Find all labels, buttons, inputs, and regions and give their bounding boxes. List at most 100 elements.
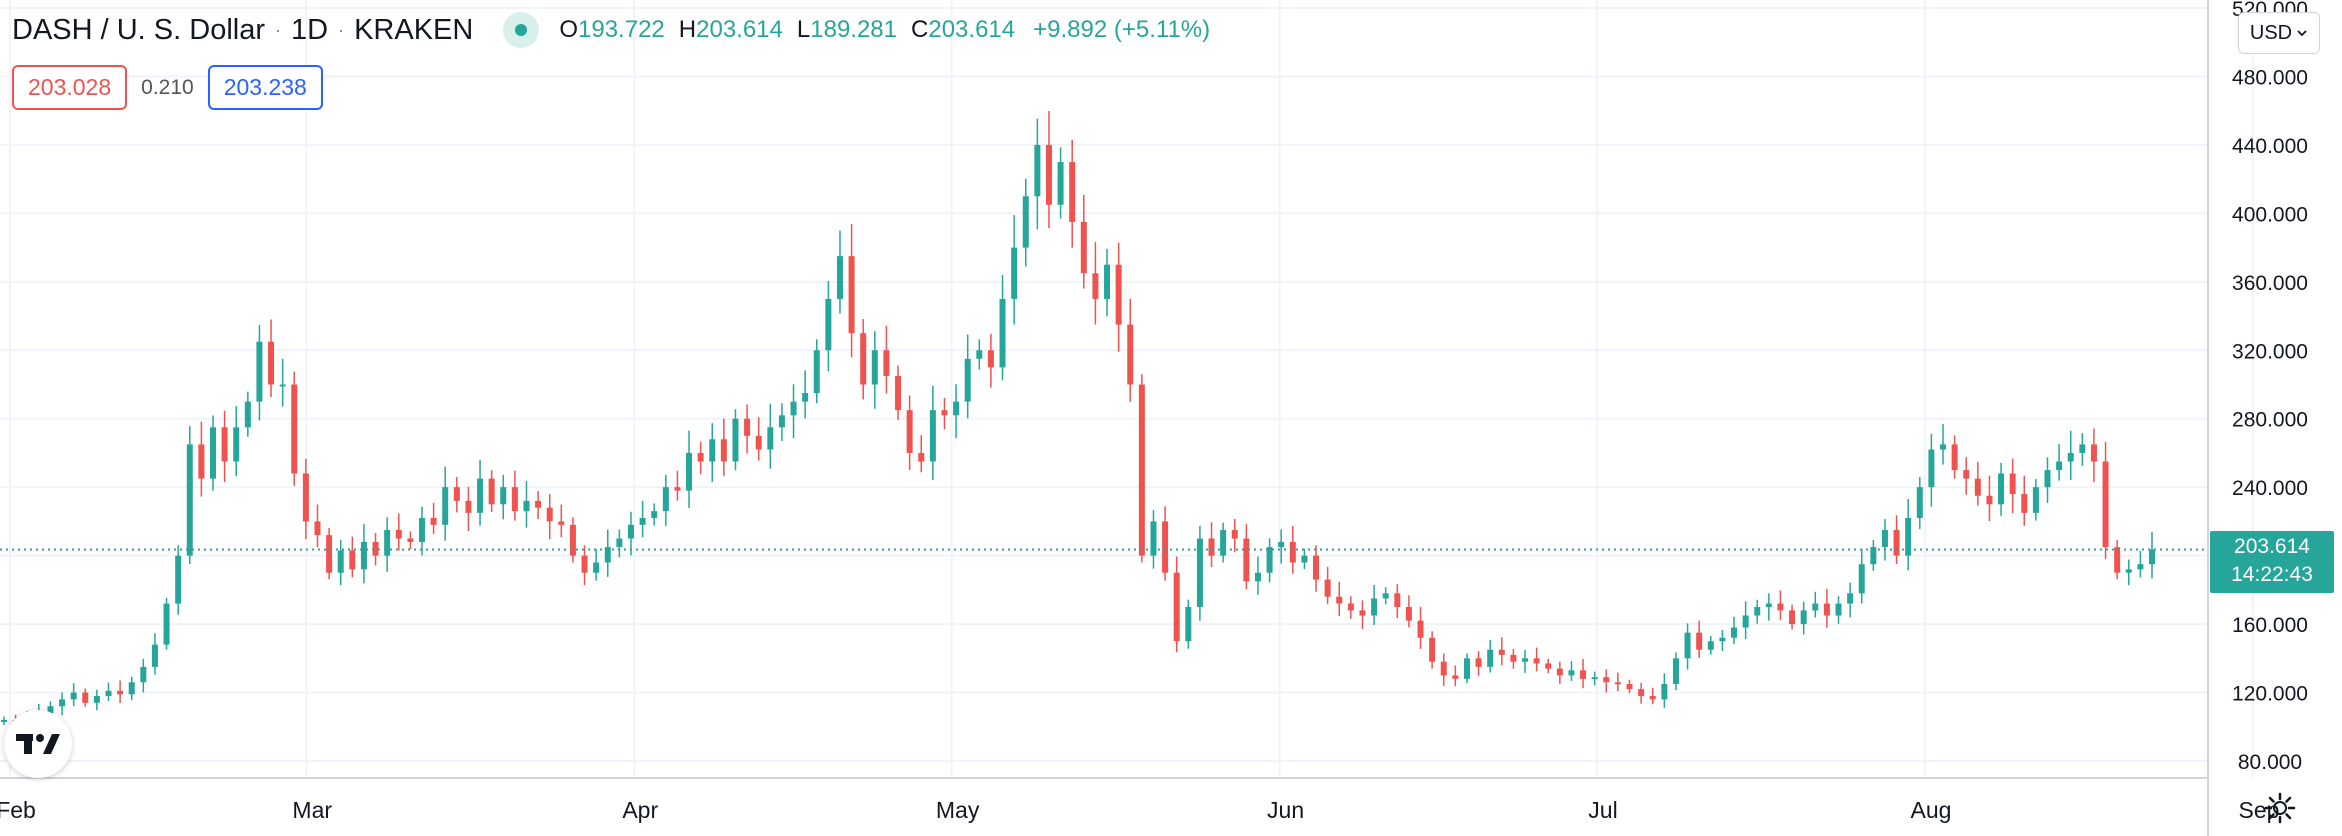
candle <box>1057 147 1064 219</box>
candle-body <box>1324 579 1331 597</box>
candle-body <box>1847 593 1854 604</box>
candle-body <box>1614 682 1621 685</box>
candle <box>1522 649 1529 673</box>
candle <box>558 504 565 538</box>
candle-body <box>895 375 902 411</box>
interval-label[interactable]: 1D <box>291 13 329 46</box>
candle-body <box>558 521 565 525</box>
candle-body <box>314 521 321 536</box>
candle <box>802 370 809 419</box>
candle-body <box>221 427 228 462</box>
candle-body <box>813 350 820 394</box>
candle <box>395 513 402 551</box>
candle-body <box>1092 273 1099 299</box>
low-value: 189.281 <box>810 16 898 43</box>
candle-body <box>1940 444 1947 450</box>
candle <box>1823 588 1830 628</box>
candle <box>1835 596 1842 624</box>
gear-icon[interactable] <box>2262 790 2298 826</box>
candle <box>2149 532 2155 579</box>
candle-body <box>1347 603 1354 611</box>
high-value: 203.614 <box>696 16 783 43</box>
candle <box>1649 687 1656 705</box>
candle-body <box>453 487 460 501</box>
candle <box>1104 248 1111 317</box>
candle-body <box>82 692 89 703</box>
buy-button[interactable]: 203.238 <box>207 65 323 110</box>
candle <box>1324 566 1331 605</box>
candle <box>2079 433 2086 466</box>
candle-body <box>2067 452 2074 462</box>
candle-body <box>709 439 716 462</box>
candle <box>105 682 112 701</box>
candle <box>755 417 762 461</box>
candle-body <box>1731 627 1738 638</box>
last-price-label: 203.614 14:22:43 <box>2210 531 2334 593</box>
exchange-label: KRAKEN <box>354 13 474 46</box>
candle-body <box>2125 569 2132 573</box>
candle <box>1696 620 1703 659</box>
candle <box>1638 682 1645 704</box>
candle-body <box>372 541 379 556</box>
legend-separator: · <box>338 19 345 40</box>
candle <box>1591 671 1598 686</box>
price-tick-label: 240.000 <box>2232 477 2308 500</box>
candle-body <box>117 690 124 695</box>
candle <box>1440 653 1447 686</box>
candle <box>1916 476 1923 530</box>
tradingview-logo[interactable] <box>4 710 72 778</box>
candle <box>651 503 658 526</box>
candle-body <box>1266 547 1273 573</box>
candle-body <box>209 427 216 479</box>
candle <box>1452 665 1459 687</box>
candle <box>500 474 507 520</box>
candle <box>1138 374 1145 563</box>
price-tick-label: 120.000 <box>2232 683 2308 706</box>
candle-body <box>1533 658 1540 664</box>
candle <box>929 385 936 481</box>
candle-body <box>883 350 890 376</box>
candle-body <box>337 550 344 573</box>
candle <box>2114 540 2121 580</box>
candle <box>836 230 843 314</box>
candle-body <box>1289 541 1296 563</box>
candle-body <box>1208 538 1215 556</box>
candle <box>1719 629 1726 652</box>
candle <box>1580 658 1587 689</box>
candle-body <box>1765 603 1772 607</box>
candle-body <box>198 444 205 479</box>
sell-button[interactable]: 203.028 <box>12 65 128 110</box>
candle-body <box>1115 264 1122 325</box>
candle <box>488 470 495 513</box>
candle-body <box>1777 603 1784 611</box>
candle-body <box>1150 521 1157 556</box>
candle-body <box>2021 494 2028 513</box>
candle-body <box>1 719 7 722</box>
candle <box>1289 525 1296 574</box>
candle-body <box>848 256 855 334</box>
candle-body <box>105 690 112 696</box>
candle-body <box>1742 615 1749 628</box>
candle <box>1858 549 1865 604</box>
candle-body <box>627 524 634 539</box>
candle-body <box>1580 670 1587 679</box>
candle-body <box>1672 658 1679 684</box>
price-tick-label: 400.000 <box>2232 203 2308 226</box>
currency-select[interactable]: USD <box>2238 12 2320 54</box>
candle-body <box>651 511 658 518</box>
candle <box>163 597 170 650</box>
candle-body <box>929 410 936 462</box>
candle <box>825 280 832 372</box>
candle <box>198 421 205 497</box>
candle <box>1498 637 1505 666</box>
candle-body <box>1556 668 1563 676</box>
candle-body <box>953 401 960 416</box>
candle <box>546 494 553 540</box>
candle <box>1614 672 1621 692</box>
candle <box>639 500 646 538</box>
price-tick-label: 480.000 <box>2232 66 2308 89</box>
candle <box>604 529 611 577</box>
candle <box>1893 515 1900 565</box>
symbol-name[interactable]: DASH / U. S. Dollar <box>12 13 265 46</box>
